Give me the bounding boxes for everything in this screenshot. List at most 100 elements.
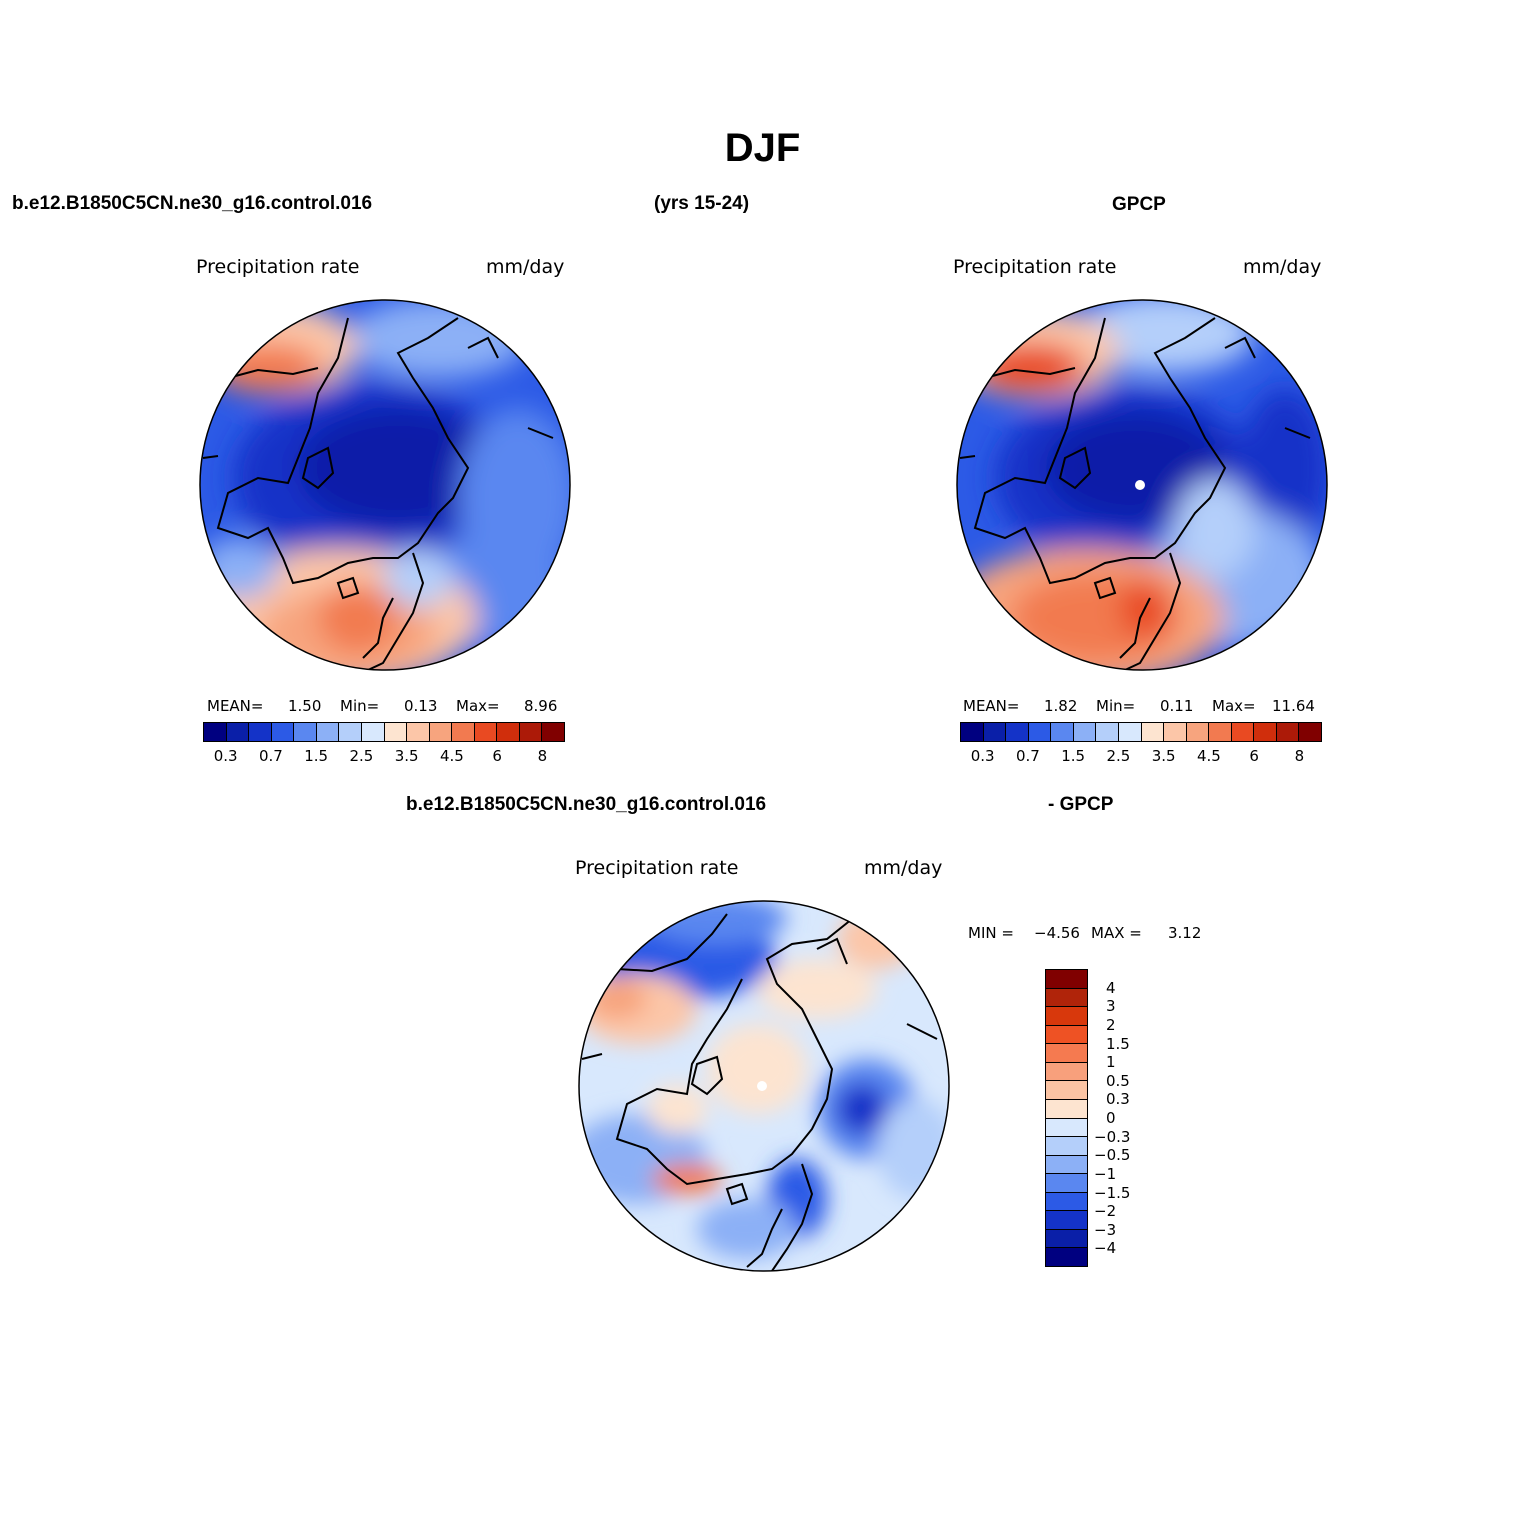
panel1-colorbar-cell <box>339 723 362 741</box>
panel1-field: Precipitation rate <box>196 256 360 278</box>
panel3-colorbar-tick-label: −4 <box>1094 1239 1117 1258</box>
panel2-colorbar-tick-label: 4.5 <box>1196 747 1221 765</box>
panel1-colorbar-cell <box>271 723 295 741</box>
panel2-colorbar-cell <box>1006 723 1029 741</box>
panel2-colorbar-cell <box>1096 723 1119 741</box>
panel2-colorbar-cell <box>961 723 984 741</box>
panel2-colorbar-cell <box>983 723 1007 741</box>
panel3-colorbar-tick-label: 0 <box>1106 1109 1116 1127</box>
panel1-colorbar-cell <box>497 723 520 741</box>
panel2-colorbar-cell <box>1028 723 1052 741</box>
panel1-mean-value: 1.50 <box>288 697 322 715</box>
panel2-min-value: 0.11 <box>1160 697 1194 715</box>
panel2-max-label: Max= <box>1212 697 1256 715</box>
panel1-colorbar-tick-label: 2.5 <box>349 747 374 765</box>
panel2-colorbar-tick-label: 8 <box>1294 747 1305 765</box>
panel3-colorbar-tick-label: −0.5 <box>1094 1146 1131 1165</box>
panel2-colorbar-cell <box>1141 723 1165 741</box>
panel3-colorbar-tick-label: −0.3 <box>1094 1127 1131 1146</box>
panel2-colorbar-cell <box>1299 723 1321 741</box>
panel3-case-label: b.e12.B1850C5CN.ne30_g16.control.016 <box>406 794 767 815</box>
panel2-colorbar-cell <box>1118 723 1142 741</box>
panel2-colorbar-cell <box>1186 723 1210 741</box>
panel3-field: Precipitation rate <box>575 857 739 879</box>
panel1-colorbar-tick-label: 6 <box>492 747 502 765</box>
panel2-colorbar-cell <box>1231 723 1255 741</box>
panel3-colorbar-tick-label: 3 <box>1106 997 1116 1016</box>
panel3-colorbar-cell <box>1046 1211 1087 1230</box>
panel1-colorbar-cell <box>452 723 475 741</box>
panel3-colorbar-cell <box>1046 1118 1087 1138</box>
panel2-colorbar-tick-label: 3.5 <box>1151 747 1176 765</box>
panel2-colorbar-tick-label: 6 <box>1249 747 1259 765</box>
panel1-colorbar-cell <box>429 723 453 741</box>
panel3-colorbar-tick-label: −2 <box>1094 1202 1117 1221</box>
panel3-min-value: −4.56 <box>1034 924 1080 942</box>
panel3-colorbar-tick-label: −1.5 <box>1094 1183 1131 1202</box>
panel1-colorbar-cell <box>226 723 250 741</box>
panel1-colorbar-cell <box>249 723 272 741</box>
panel2-colorbar-cell <box>1164 723 1187 741</box>
panel3-colorbar-cell <box>1046 970 1087 989</box>
panel1-colorbar <box>203 722 565 742</box>
panel2-colorbar-cell <box>1209 723 1232 741</box>
panel3-colorbar-cell <box>1046 1044 1087 1063</box>
panel1-colorbar-tick-label: 1.5 <box>304 747 329 765</box>
panel3-min-label: MIN = <box>968 924 1014 942</box>
figure-title: DJF <box>724 126 801 170</box>
panel1-colorbar-cell <box>384 723 408 741</box>
panel2-case-label: GPCP <box>1112 194 1166 215</box>
panel2-field: Precipitation rate <box>953 256 1117 278</box>
panel2-colorbar-cell <box>1073 723 1097 741</box>
panel1-colorbar-cell <box>204 723 227 741</box>
panel2-colorbar-tick-label: 2.5 <box>1106 747 1131 765</box>
panel2-colorbar-cell <box>1254 723 1277 741</box>
panel3-units: mm/day <box>864 857 943 879</box>
panel3-colorbar-tick-label: 4 <box>1106 978 1116 997</box>
panel3-colorbar-cell <box>1046 1248 1087 1266</box>
panel1-units: mm/day <box>486 256 565 278</box>
panel3-max-label: MAX = <box>1091 924 1142 942</box>
panel3-colorbar-cell <box>1046 1137 1087 1156</box>
panel3-colorbar-cell <box>1046 1174 1087 1193</box>
panel1-colorbar-cell <box>361 723 385 741</box>
panel1-case-label: b.e12.B1850C5CN.ne30_g16.control.016 <box>12 193 373 214</box>
panel3-colorbar-tick-label: 2 <box>1106 1015 1116 1034</box>
panel3-colorbar-cell <box>1046 1062 1087 1082</box>
panel3-colorbar-cell <box>1046 1155 1087 1175</box>
panel1-colorbar-cell <box>519 723 543 741</box>
panel3-colorbar-tick-label: 1 <box>1106 1053 1116 1072</box>
panel3-colorbar-tick-label: 0.5 <box>1106 1071 1130 1090</box>
panel3-colorbar-cell <box>1046 1081 1087 1100</box>
panel3-colorbar <box>1045 969 1088 1267</box>
panel1-max-value: 8.96 <box>524 697 558 715</box>
panel3-colorbar-tick-label: 1.5 <box>1106 1034 1130 1053</box>
panel1-colorbar-tick-label: 8 <box>537 747 548 765</box>
panel1-colorbar-cell <box>407 723 430 741</box>
panel3-minus-label: - GPCP <box>1048 794 1114 815</box>
panel2-mean-label: MEAN= <box>963 697 1020 715</box>
panel3-colorbar-cell <box>1046 1099 1087 1119</box>
panel3-colorbar-tick-label: −3 <box>1094 1220 1117 1239</box>
panel1-min-value: 0.13 <box>404 697 438 715</box>
panel1-colorbar-cell <box>542 723 564 741</box>
panel2-colorbar-tick-label: 1.5 <box>1061 747 1086 765</box>
panel2-units: mm/day <box>1243 256 1322 278</box>
panel3-polar-map <box>578 900 950 1272</box>
panel2-polar-map <box>956 299 1328 671</box>
panel1-colorbar-tick-label: 0.3 <box>213 747 238 765</box>
panel3-colorbar-cell <box>1046 1025 1087 1045</box>
panel2-min-label: Min= <box>1096 697 1136 715</box>
panel1-colorbar-tick-label: 3.5 <box>394 747 419 765</box>
panel1-years-label: (yrs 15-24) <box>654 193 750 214</box>
panel3-colorbar-tick-label: 0.3 <box>1106 1090 1130 1109</box>
panel3-colorbar-tick-label: −1 <box>1094 1164 1117 1183</box>
panel1-polar-map <box>199 299 571 671</box>
panel1-mean-label: MEAN= <box>207 697 264 715</box>
panel3-colorbar-cell <box>1046 1229 1087 1249</box>
panel2-colorbar-tick-label: 0.3 <box>970 747 995 765</box>
panel2-colorbar-cell <box>1051 723 1074 741</box>
panel2-colorbar <box>960 722 1322 742</box>
panel1-max-label: Max= <box>456 697 500 715</box>
panel2-mean-value: 1.82 <box>1044 697 1078 715</box>
